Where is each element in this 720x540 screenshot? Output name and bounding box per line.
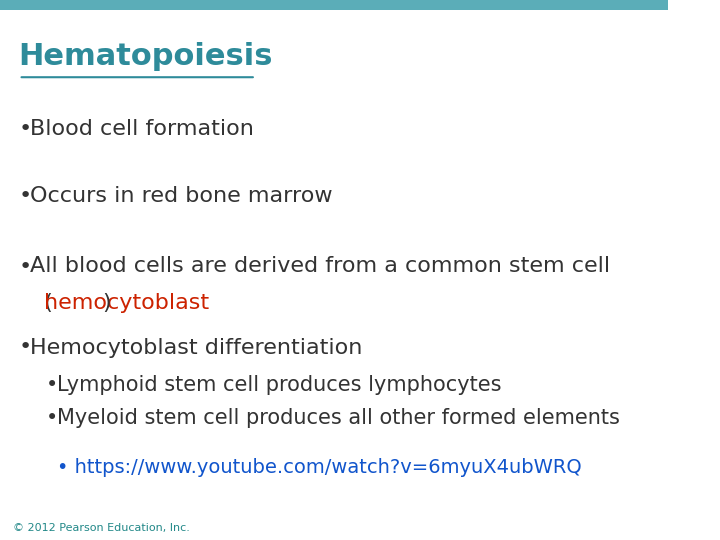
Text: Lymphoid stem cell produces lymphocytes: Lymphoid stem cell produces lymphocytes bbox=[57, 375, 501, 395]
Text: Blood cell formation: Blood cell formation bbox=[30, 119, 254, 139]
Text: Hemocytoblast differentiation: Hemocytoblast differentiation bbox=[30, 338, 362, 357]
Text: Myeloid stem cell produces all other formed elements: Myeloid stem cell produces all other for… bbox=[57, 408, 620, 428]
Text: •: • bbox=[19, 256, 32, 276]
Text: •: • bbox=[19, 119, 32, 139]
Text: hemocytoblast: hemocytoblast bbox=[44, 293, 209, 313]
Text: • https://www.youtube.com/watch?v=6myuX4ubWRQ: • https://www.youtube.com/watch?v=6myuX4… bbox=[57, 457, 582, 477]
Text: © 2012 Pearson Education, Inc.: © 2012 Pearson Education, Inc. bbox=[14, 523, 190, 533]
FancyBboxPatch shape bbox=[0, 0, 667, 10]
Text: Occurs in red bone marrow: Occurs in red bone marrow bbox=[30, 186, 333, 206]
Text: Hematopoiesis: Hematopoiesis bbox=[19, 42, 273, 71]
Text: •: • bbox=[19, 338, 32, 357]
Text: All blood cells are derived from a common stem cell: All blood cells are derived from a commo… bbox=[30, 256, 610, 276]
Text: •: • bbox=[45, 375, 58, 395]
Text: •: • bbox=[45, 408, 58, 428]
Text: (: ( bbox=[30, 293, 53, 313]
Text: •: • bbox=[19, 186, 32, 206]
Text: ): ) bbox=[103, 293, 112, 313]
